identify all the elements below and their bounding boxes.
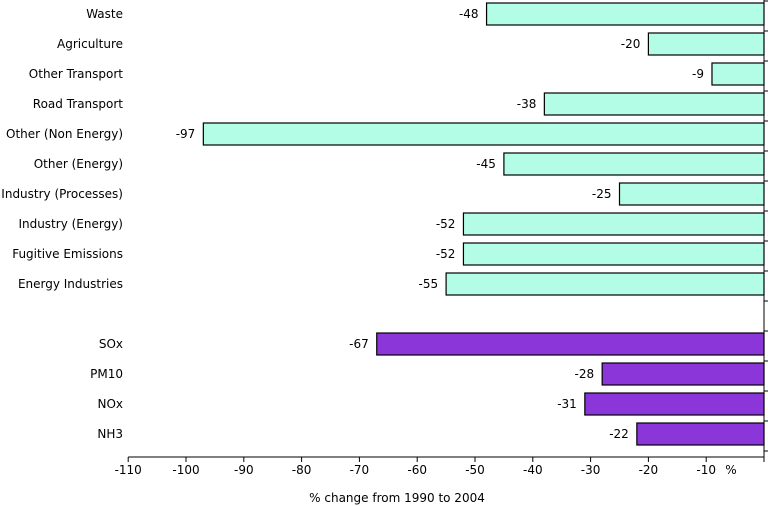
value-label-nox: -31: [557, 397, 577, 411]
bar-sox: [376, 332, 765, 356]
category-label-sox: SOx: [99, 337, 123, 351]
bar-agriculture: [647, 32, 765, 56]
value-label-waste: -48: [459, 7, 479, 21]
category-label-pm10: PM10: [90, 367, 123, 381]
value-label-agriculture: -20: [621, 37, 641, 51]
bar-pm10: [601, 362, 765, 386]
x-tick-label: -20: [639, 463, 659, 477]
value-label-energy-industries: -55: [418, 277, 438, 291]
category-label-fugitive-emissions: Fugitive Emissions: [12, 247, 123, 261]
bar-waste: [485, 2, 765, 26]
x-tick-label: -110: [115, 463, 142, 477]
category-label-industry-processes: Industry (Processes): [1, 187, 123, 201]
value-label-other-transport: -9: [692, 67, 704, 81]
x-tick-label: -100: [172, 463, 199, 477]
category-label-nox: NOx: [97, 397, 123, 411]
x-tick-label: -90: [234, 463, 254, 477]
bar-industry-processes: [618, 182, 765, 206]
x-tick-label: -40: [523, 463, 543, 477]
bar-nox: [584, 392, 765, 416]
value-label-nh3: -22: [609, 427, 629, 441]
value-label-industry-energy: -52: [436, 217, 456, 231]
bar-energy-industries: [445, 272, 765, 296]
value-label-other-energy: -45: [476, 157, 496, 171]
bar-road-transport: [543, 92, 765, 116]
value-label-fugitive-emissions: -52: [436, 247, 456, 261]
axes-layer: -110 -100 -90 -80 -70 -60 -50 -40 -30 -20 -10: [115, 0, 768, 477]
bars-layer: [202, 2, 765, 446]
bar-other-non-energy: [202, 122, 765, 146]
x-axis-unit-label: %: [725, 463, 736, 477]
value-label-industry-processes: -25: [592, 187, 612, 201]
category-label-other-transport: Other Transport: [29, 67, 123, 81]
bar-fugitive-emissions: [462, 242, 765, 266]
value-label-road-transport: -38: [517, 97, 537, 111]
x-tick-label: -10: [696, 463, 716, 477]
category-label-energy-industries: Energy Industries: [18, 277, 123, 291]
x-tick-label: -50: [465, 463, 485, 477]
bar-nh3: [636, 422, 765, 446]
category-labels-layer: Waste Agriculture Other Transport Road Tran…: [1, 7, 123, 441]
category-label-industry-energy: Industry (Energy): [18, 217, 123, 231]
category-label-other-non-energy: Other (Non Energy): [6, 127, 123, 141]
category-label-road-transport: Road Transport: [33, 97, 124, 111]
x-tick-label: -30: [581, 463, 601, 477]
value-labels-layer: -48 -20 -9 -38 -97 -45 -25 -52 -52 -55 -67 -28 -31 -2…: [176, 7, 704, 441]
x-tick-label: -80: [292, 463, 312, 477]
category-label-other-energy: Other (Energy): [34, 157, 123, 171]
x-tick-label: -70: [350, 463, 370, 477]
category-label-nh3: NH3: [97, 427, 123, 441]
x-axis-title: % change from 1990 to 2004: [309, 491, 485, 505]
category-label-waste: Waste: [86, 7, 123, 21]
value-label-sox: -67: [349, 337, 369, 351]
bar-other-transport: [711, 62, 765, 86]
bar-other-energy: [503, 152, 765, 176]
value-label-pm10: -28: [575, 367, 595, 381]
value-label-other-non-energy: -97: [176, 127, 196, 141]
bar-industry-energy: [462, 212, 765, 236]
x-tick-label: -60: [407, 463, 427, 477]
category-label-agriculture: Agriculture: [57, 37, 123, 51]
